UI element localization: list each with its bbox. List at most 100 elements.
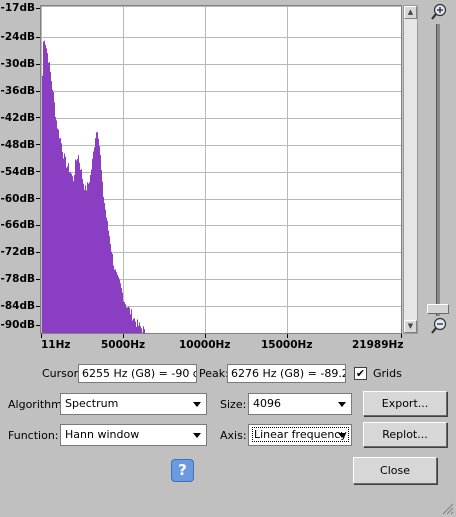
close-button[interactable]: Close xyxy=(353,457,437,484)
spectrum-bar xyxy=(94,147,95,333)
y-tick-mark xyxy=(36,90,40,92)
spectrum-bar xyxy=(59,138,60,333)
vertical-scrollbar[interactable]: ▲ ▼ xyxy=(403,5,418,334)
spectrum-bar xyxy=(126,307,127,333)
size-select[interactable]: 4096 xyxy=(248,393,352,415)
resize-grip-icon[interactable] xyxy=(442,503,454,515)
spectrum-bar xyxy=(80,169,81,333)
spectrum-bar xyxy=(62,151,63,333)
x-tick-label: 21989Hz xyxy=(352,339,404,351)
spectrum-plot[interactable] xyxy=(40,5,402,334)
spectrum-bar xyxy=(124,302,125,333)
spectrum-bar xyxy=(82,178,83,333)
spectrum-bar xyxy=(97,132,98,333)
spectrum-bar xyxy=(136,326,137,333)
y-tick-mark xyxy=(36,7,40,9)
spectrum-bar xyxy=(53,92,54,333)
algorithm-value: Spectrum xyxy=(65,397,119,410)
spectrum-bar xyxy=(83,183,84,333)
y-tick-mark xyxy=(36,278,40,280)
spectrum-bar xyxy=(71,173,72,333)
y-tick-mark xyxy=(36,198,40,200)
function-select[interactable]: Hann window xyxy=(60,424,207,446)
spectrum-bar xyxy=(143,326,144,333)
zoom-in-icon[interactable] xyxy=(430,3,448,23)
zoom-slider-thumb[interactable] xyxy=(427,304,449,314)
spectrum-bar xyxy=(49,61,50,333)
spectrum-bar xyxy=(127,307,128,333)
scroll-down-button[interactable]: ▼ xyxy=(404,320,417,333)
peak-field[interactable]: 6276 Hz (G8) = -89.2 dB xyxy=(227,364,346,383)
spectrum-bar xyxy=(117,274,118,333)
spectrum-bar xyxy=(144,329,145,333)
spectrum-bar xyxy=(109,236,110,333)
spectrum-bar xyxy=(93,151,94,333)
spectrum-bar xyxy=(115,269,116,333)
spectrum-bar xyxy=(89,182,90,333)
spectrum-bar xyxy=(69,172,70,333)
spectrum-bar xyxy=(60,138,61,333)
axis-select[interactable]: Linear frequency xyxy=(248,424,352,446)
y-tick-mark xyxy=(36,251,40,253)
spectrum-bar xyxy=(108,230,109,333)
y-tick-label: -36dB xyxy=(0,85,40,97)
spectrum-bar xyxy=(64,153,65,333)
spectrum-bar xyxy=(90,174,91,333)
cursor-field[interactable]: 6255 Hz (G8) = -90 dB xyxy=(78,364,197,383)
y-tick-label: -48dB xyxy=(0,139,40,151)
x-tick-label: 11Hz xyxy=(41,339,71,351)
spectrum-bar xyxy=(87,182,88,333)
y-tick-mark xyxy=(36,63,40,65)
spectrum-bar xyxy=(81,169,82,333)
spectrum-bar xyxy=(73,181,74,333)
replot-button[interactable]: Replot... xyxy=(363,422,447,447)
chevron-down-icon xyxy=(193,433,201,438)
spectrum-bar xyxy=(84,189,85,333)
x-tick-mark xyxy=(123,334,124,338)
spectrum-bar xyxy=(103,196,104,333)
spectrum-bar xyxy=(102,181,103,333)
x-tick-mark xyxy=(401,334,402,338)
zoom-out-icon[interactable] xyxy=(430,317,448,337)
spectrum-bar xyxy=(95,138,96,333)
spectrum-bar xyxy=(122,292,123,333)
spectrum-bar xyxy=(63,158,64,333)
export-button[interactable]: Export... xyxy=(363,391,447,416)
y-tick-label: -84dB xyxy=(0,300,40,312)
spectrum-bar xyxy=(48,62,49,333)
spectrum-bar xyxy=(88,183,89,333)
help-button[interactable]: ? xyxy=(171,459,194,482)
spectrum-bar xyxy=(96,132,97,333)
spectrum-bar xyxy=(54,102,55,333)
peak-label: Peak: xyxy=(199,367,229,380)
y-tick-mark xyxy=(36,305,40,307)
chevron-down-icon xyxy=(338,433,346,438)
zoom-slider-track[interactable] xyxy=(436,24,440,316)
algorithm-select[interactable]: Spectrum xyxy=(60,393,207,415)
y-tick-label: -24dB xyxy=(0,31,40,43)
spectrum-bar xyxy=(128,306,129,333)
spectrum-bar xyxy=(134,318,135,333)
y-tick-label: -42dB xyxy=(0,112,40,124)
y-tick-mark xyxy=(36,224,40,226)
y-tick-mark xyxy=(36,117,40,119)
spectrum-bar xyxy=(132,320,133,333)
axis-value: Linear frequency xyxy=(252,427,349,442)
y-tick-mark xyxy=(36,171,40,173)
spectrum-bar xyxy=(77,158,78,333)
spectrum-bar xyxy=(42,75,43,333)
size-label: Size: xyxy=(220,398,247,411)
x-tick-mark xyxy=(205,334,206,338)
y-tick-mark xyxy=(36,324,40,326)
spectrum-bar xyxy=(121,288,122,333)
cursor-label: Cursor: xyxy=(42,367,82,380)
grids-checkbox[interactable]: ✔ xyxy=(354,367,367,380)
spectrum-bar xyxy=(137,319,138,333)
spectrum-bar xyxy=(66,167,67,333)
spectrum-bar xyxy=(57,128,58,333)
scroll-up-button[interactable]: ▲ xyxy=(404,6,417,19)
spectrum-bar xyxy=(138,325,139,333)
spectrum-bar xyxy=(78,155,79,333)
spectrum-bar xyxy=(114,269,115,333)
spectrum-bar xyxy=(129,307,130,333)
